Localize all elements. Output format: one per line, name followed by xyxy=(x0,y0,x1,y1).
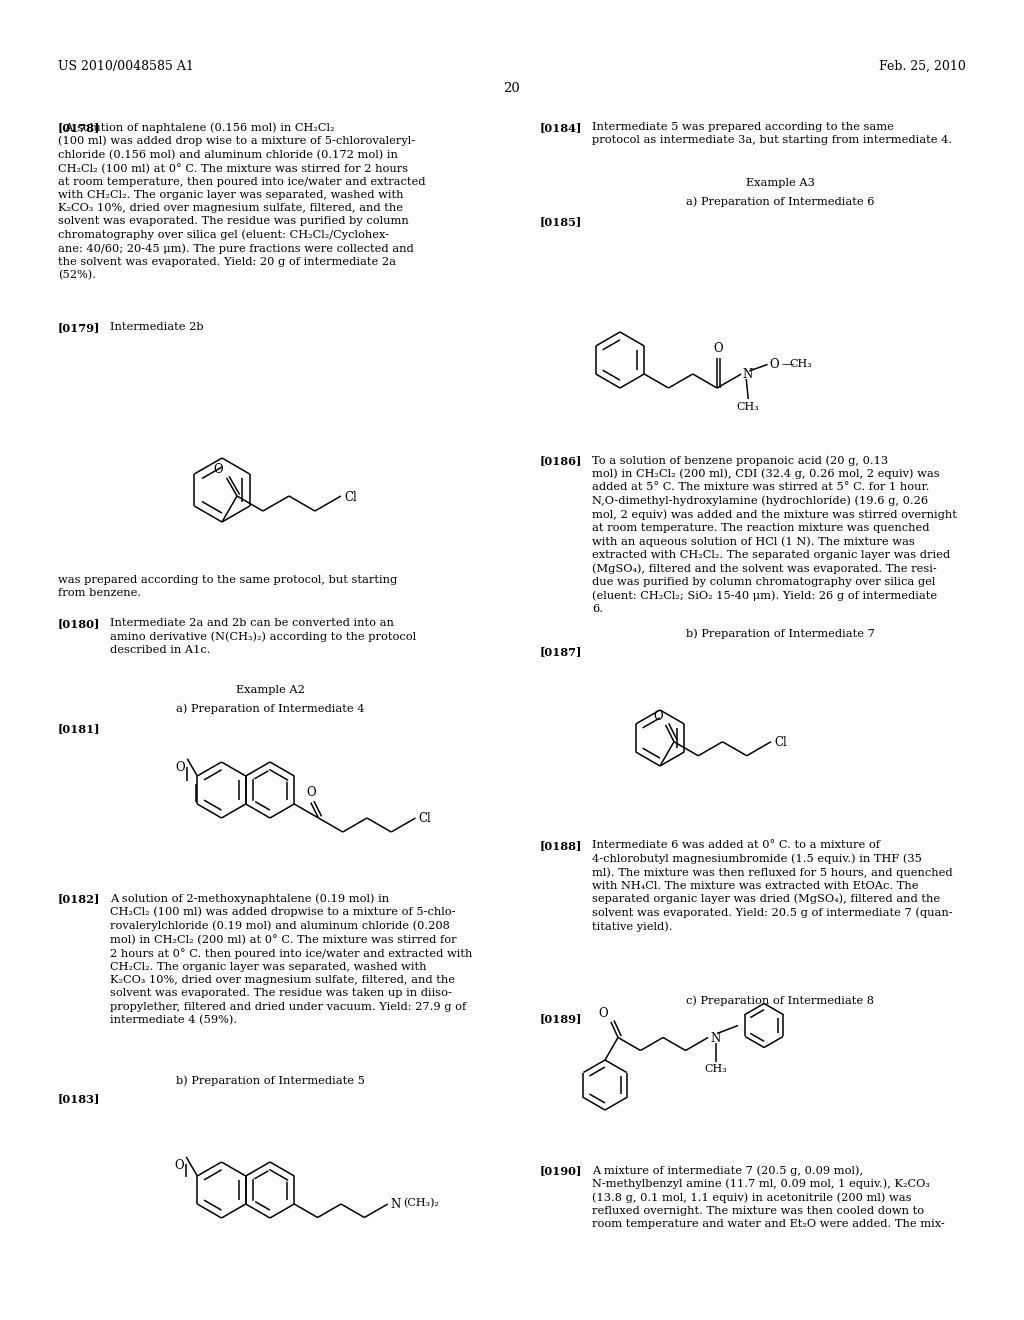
Text: O: O xyxy=(175,1159,184,1172)
Text: [0184]: [0184] xyxy=(540,121,583,133)
Text: CH₃: CH₃ xyxy=(705,1064,727,1074)
Text: 20: 20 xyxy=(504,82,520,95)
Text: b) Preparation of Intermediate 5: b) Preparation of Intermediate 5 xyxy=(175,1074,365,1085)
Text: a) Preparation of Intermediate 6: a) Preparation of Intermediate 6 xyxy=(686,195,874,206)
Text: Cl: Cl xyxy=(419,813,431,825)
Text: [0183]: [0183] xyxy=(58,1093,100,1104)
Text: N: N xyxy=(710,1032,720,1045)
Text: [0189]: [0189] xyxy=(540,1012,583,1024)
Text: (CH₃)₂: (CH₃)₂ xyxy=(402,1197,438,1208)
Text: [0181]: [0181] xyxy=(58,723,100,734)
Text: —: — xyxy=(781,358,794,371)
Text: A solution of 2-methoxynaphtalene (0.19 mol) in
CH₂Cl₂ (100 ml) was added dropwi: A solution of 2-methoxynaphtalene (0.19 … xyxy=(110,894,472,1024)
Text: Intermediate 5 was prepared according to the same
protocol as intermediate 3a, b: Intermediate 5 was prepared according to… xyxy=(592,121,952,145)
Text: [0178]: [0178] xyxy=(58,121,100,133)
Text: c) Preparation of Intermediate 8: c) Preparation of Intermediate 8 xyxy=(686,995,874,1006)
Text: Cl: Cl xyxy=(344,491,356,503)
Text: O: O xyxy=(598,1007,608,1020)
Text: a) Preparation of Intermediate 4: a) Preparation of Intermediate 4 xyxy=(176,704,365,714)
Text: N: N xyxy=(742,368,753,381)
Text: US 2010/0048585 A1: US 2010/0048585 A1 xyxy=(58,59,194,73)
Text: CH₃: CH₃ xyxy=(790,359,812,370)
Text: To a solution of benzene propanoic acid (20 g, 0.13
mol) in CH₂Cl₂ (200 ml), CDI: To a solution of benzene propanoic acid … xyxy=(592,455,956,614)
Text: Feb. 25, 2010: Feb. 25, 2010 xyxy=(880,59,966,73)
Text: [0180]: [0180] xyxy=(58,618,100,630)
Text: [0187]: [0187] xyxy=(540,645,583,657)
Text: O: O xyxy=(770,358,779,371)
Text: A solution of naphtalene (0.156 mol) in CH₂Cl₂
(100 ml) was added drop wise to a: A solution of naphtalene (0.156 mol) in … xyxy=(58,121,426,280)
Text: Example A2: Example A2 xyxy=(236,685,304,696)
Text: O: O xyxy=(176,760,185,774)
Text: [0186]: [0186] xyxy=(540,455,583,466)
Text: Intermediate 2a and 2b can be converted into an
amino derivative (N(CH₃)₂) accor: Intermediate 2a and 2b can be converted … xyxy=(110,618,416,655)
Text: was prepared according to the same protocol, but starting
from benzene.: was prepared according to the same proto… xyxy=(58,576,397,598)
Text: O: O xyxy=(714,342,723,355)
Text: N: N xyxy=(391,1197,401,1210)
Text: Intermediate 6 was added at 0° C. to a mixture of
4-chlorobutyl magnesiumbromide: Intermediate 6 was added at 0° C. to a m… xyxy=(592,840,952,932)
Text: b) Preparation of Intermediate 7: b) Preparation of Intermediate 7 xyxy=(685,628,874,639)
Text: [0188]: [0188] xyxy=(540,840,583,851)
Text: [0185]: [0185] xyxy=(540,216,583,227)
Text: CH₃: CH₃ xyxy=(737,403,760,412)
Text: Example A3: Example A3 xyxy=(745,178,814,187)
Text: O: O xyxy=(306,785,315,799)
Text: Intermediate 2b: Intermediate 2b xyxy=(110,322,204,333)
Text: [0190]: [0190] xyxy=(540,1166,583,1176)
Text: [0179]: [0179] xyxy=(58,322,100,333)
Text: [0182]: [0182] xyxy=(58,894,100,904)
Text: O: O xyxy=(213,463,222,475)
Text: A mixture of intermediate 7 (20.5 g, 0.09 mol),
N-methylbenzyl amine (11.7 ml, 0: A mixture of intermediate 7 (20.5 g, 0.0… xyxy=(592,1166,945,1229)
Text: Cl: Cl xyxy=(774,737,786,750)
Text: O: O xyxy=(653,710,663,723)
